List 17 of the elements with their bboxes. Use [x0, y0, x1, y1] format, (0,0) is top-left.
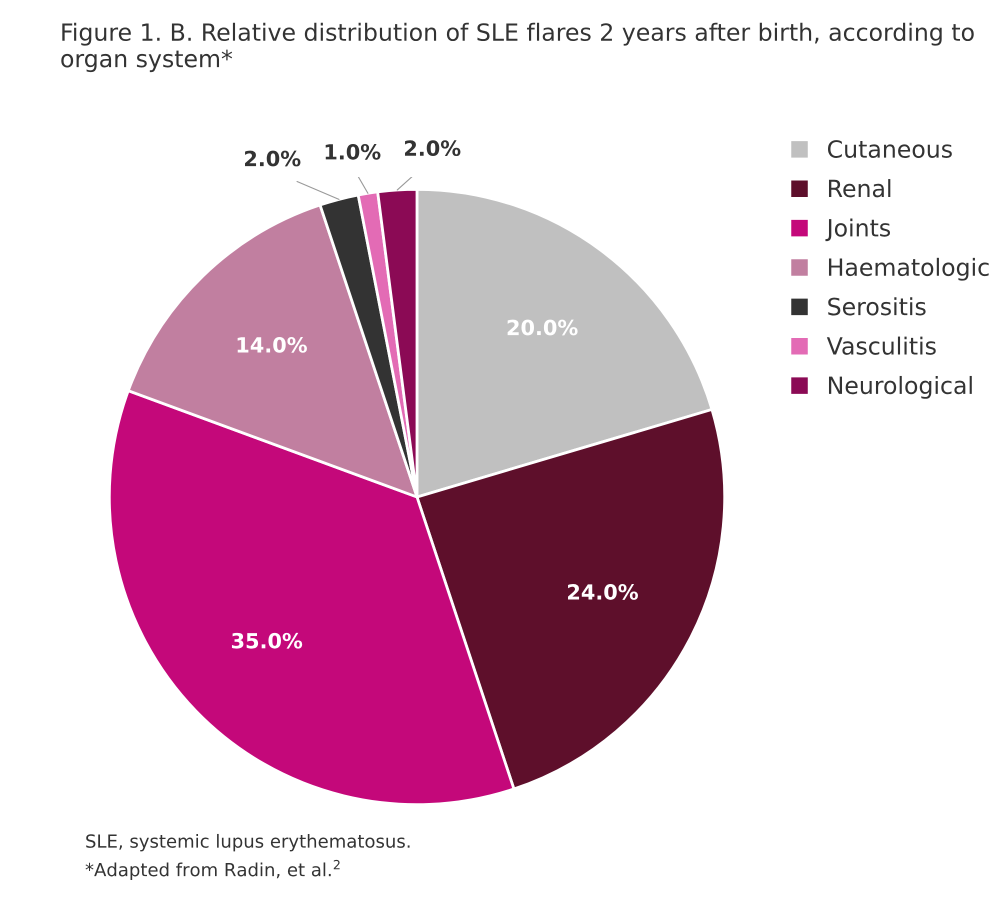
data-label: 2.0% — [245, 150, 300, 166]
legend-label: Haematologic — [828, 258, 989, 281]
legend-label: Renal — [828, 179, 890, 198]
legend-label: Serositis — [828, 297, 926, 316]
data-label: 14.0% — [238, 336, 307, 353]
legend-label: Neurological — [828, 376, 972, 399]
legend-label: Cutaneous — [828, 140, 952, 158]
data-label: 35.0% — [232, 632, 302, 649]
text: *Adapted from Radin, et al.$^{2}$ — [86, 860, 340, 880]
data-label: 24.0% — [568, 584, 638, 600]
chart-title: Figure 1. B. Relative distribution of SLE flares 2 years after birth, according to organ system* — [61, 22, 974, 72]
legend-label: Vasculitis — [826, 336, 936, 355]
text: SLE, systemic lupus erythematosus. — [86, 834, 410, 852]
data-label: 2.0% — [404, 140, 460, 156]
data-label: 20.0% — [508, 320, 578, 336]
legend-label: Joints — [825, 218, 890, 242]
data-label: 1.0% — [326, 144, 380, 160]
